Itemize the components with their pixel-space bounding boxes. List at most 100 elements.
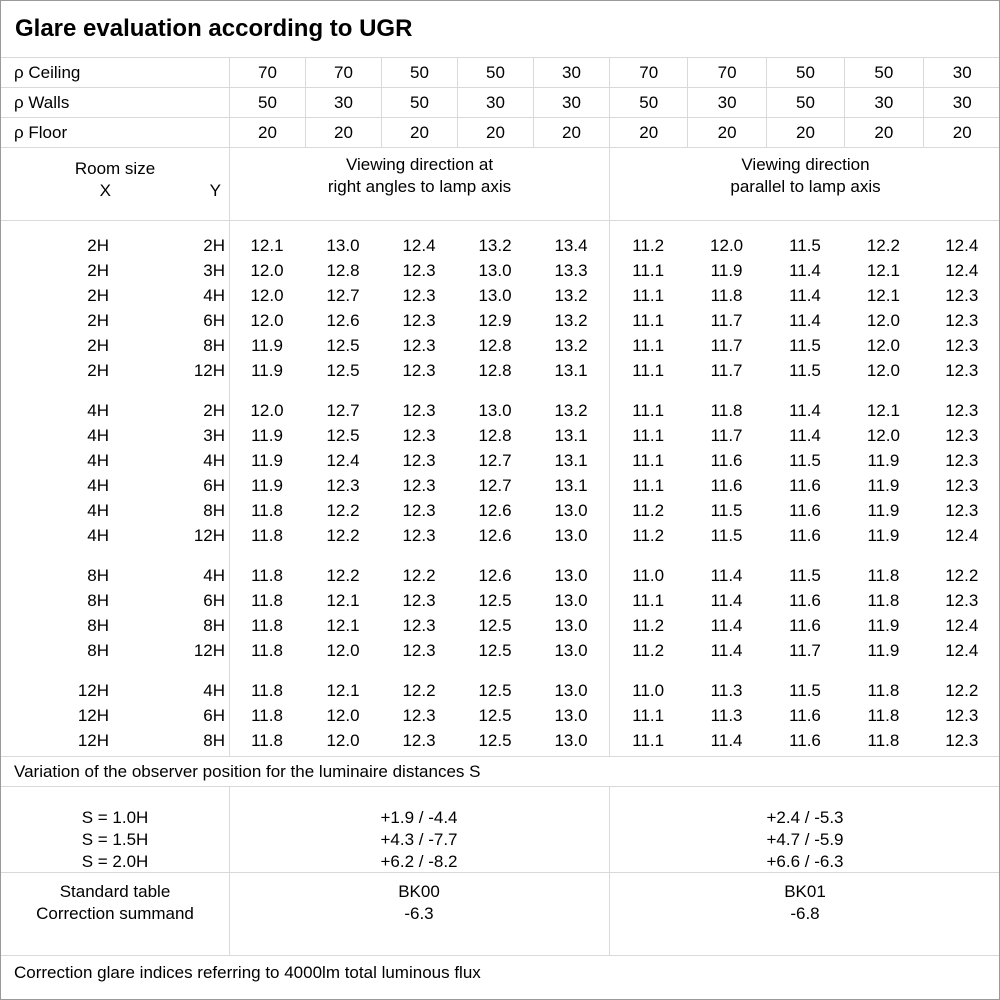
reflectance-value-cell: 70 [609,58,687,87]
ugr-value-cell-parallel: 11.9 [867,641,900,660]
ugr-value-cell-right-angle: 11.9 [251,451,283,470]
ugr-value-cell-parallel: 11.4 [789,426,821,445]
ugr-value-cell-right-angle: 11.9 [251,361,283,380]
table-row: 2H 2H 12.1 13.0 12.4 13.2 13.4 11.2 12.0 11.5 12.2… [1,233,999,258]
ugr-value-cell-parallel: 11.5 [789,336,821,355]
ugr-value-cell-parallel: 11.9 [710,261,743,280]
ugr-value-cell-right-angle: 12.0 [250,401,284,420]
ugr-value-cell-right-angle: 12.3 [402,451,436,470]
reflectance-label: ρ Floor [14,123,68,142]
ugr-value-cell-parallel: 11.1 [632,591,665,610]
ugr-value-cell-right-angle: 12.3 [402,731,436,750]
ugr-value-cell-right-angle: 12.7 [478,451,512,470]
reflectance-value-cell: 50 [381,88,457,117]
ugr-value-cell-parallel: 11.1 [632,426,665,445]
ugr-value-cell-parallel: 11.2 [632,236,665,255]
ugr-value-cell-parallel: 12.3 [945,501,979,520]
ugr-value-cell-parallel: 11.7 [710,426,743,445]
room-size-x-cell: 2H [87,261,109,280]
ugr-value-cell-right-angle: 13.0 [554,641,588,660]
parallel-group-header: Viewing direction parallel to lamp axis [609,148,999,220]
ugr-value-cell-parallel: 11.6 [789,591,821,610]
ugr-value-cell-right-angle: 12.3 [326,476,360,495]
ugr-value-cell-right-angle: 12.5 [478,616,512,635]
ugr-value-cell-parallel: 12.2 [866,236,900,255]
ugr-value-cell-right-angle: 12.6 [478,566,512,585]
reflectance-value-cell: 30 [457,88,533,117]
reflectance-label: ρ Walls [14,93,70,112]
ugr-value-cell-parallel: 11.4 [710,591,743,610]
ugr-value-cell-right-angle: 13.0 [478,286,512,305]
ugr-value-cell-parallel: 12.4 [945,616,979,635]
room-size-x-cell: 2H [87,236,109,255]
room-size-x-cell: 12H [77,681,109,700]
ugr-value-cell-right-angle: 11.8 [251,566,283,585]
variation-note: Variation of the observer position for t… [1,756,999,787]
ugr-value-cell-right-angle: 12.8 [478,361,512,380]
room-size-y-cell: 6H [203,706,225,725]
ugr-value-cell-right-angle: 13.3 [554,261,588,280]
ugr-value-cell-right-angle: 11.8 [251,616,283,635]
ugr-value-cell-right-angle: 12.1 [326,681,360,700]
ugr-value-cell-right-angle: 12.8 [478,336,512,355]
table-row: 2H 8H 11.9 12.5 12.3 12.8 13.2 11.1 11.7 11.5 12.0… [1,333,999,358]
table-row: 12H 8H 11.8 12.0 12.3 12.5 13.0 11.1 11.4 11.6 11.… [1,728,999,753]
reflectance-value-cell: 20 [457,118,533,147]
ugr-value-cell-right-angle: 12.5 [326,426,360,445]
reflectance-value-cell: 20 [922,118,999,147]
page-title: Glare evaluation according to UGR [1,1,999,58]
right-angle-group-header: Viewing direction at right angles to lam… [229,148,609,220]
ugr-value-cell-right-angle: 12.0 [326,706,360,725]
room-size-group: 12H 4H 11.8 12.1 12.2 12.5 13.0 11.0 11.3 11.5 11.… [1,678,999,753]
ugr-value-cell-parallel: 11.1 [632,336,665,355]
ugr-value-cell-parallel: 11.7 [710,336,743,355]
ugr-value-cell-right-angle: 12.4 [402,236,436,255]
ugr-value-cell-parallel: 12.3 [945,591,979,610]
ugr-value-cell-parallel: 11.2 [632,641,665,660]
ugr-value-cell-parallel: 12.3 [945,286,979,305]
ugr-value-cell-parallel: 12.0 [710,236,744,255]
parallel-header-line1: Viewing direction [741,155,870,174]
ugr-value-cell-right-angle: 12.3 [402,261,436,280]
ugr-value-cell-right-angle: 12.6 [478,526,512,545]
room-size-y-cell: 12H [193,361,225,380]
room-size-y-cell: 8H [203,336,225,355]
room-size-y-cell: 12H [193,641,225,660]
ugr-value-cell-right-angle: 13.4 [554,236,588,255]
ugr-value-cell-parallel: 11.5 [710,526,743,545]
ugr-value-cell-parallel: 12.0 [866,426,900,445]
observer-variation-row: S = 1.0H +1.9 / -4.4 +2.4 / -5.3 [1,807,999,829]
ugr-value-cell-right-angle: 11.8 [251,501,283,520]
standard-table-row-label: Standard table [59,882,171,901]
table-row: 2H 3H 12.0 12.8 12.3 13.0 13.3 11.1 11.9 11.4 12.1… [1,258,999,283]
ugr-value-cell-right-angle: 11.8 [251,681,283,700]
ugr-value-cell-right-angle: 12.5 [478,641,512,660]
room-size-x-cell: 8H [87,616,109,635]
room-size-y-cell: 8H [203,731,225,750]
correction-summand-row-parallel: -6.8 [790,904,820,923]
reflectance-label: ρ Ceiling [14,63,81,82]
room-size-y-cell: 6H [203,476,225,495]
ugr-value-cell-parallel: 11.6 [789,731,821,750]
ugr-value-cell-right-angle: 12.3 [402,336,436,355]
reflectance-value-cell: 50 [381,58,457,87]
ugr-value-cell-parallel: 11.8 [867,591,900,610]
ugr-value-cell-parallel: 11.1 [632,706,665,725]
ugr-value-cell-parallel: 11.4 [789,311,821,330]
ugr-value-cell-parallel: 11.6 [789,526,821,545]
ugr-value-cell-parallel: 11.9 [867,526,900,545]
ugr-value-cell-parallel: 12.1 [866,261,900,280]
ugr-value-cell-right-angle: 11.8 [251,731,283,750]
reflectance-value-cell: 70 [305,58,381,87]
room-size-y-cell: 3H [203,426,225,445]
ugr-value-cell-right-angle: 13.2 [554,311,588,330]
room-size-axis-labels: X Y [1,180,229,202]
ugr-value-cell-parallel: 11.8 [867,566,900,585]
ugr-value-cell-right-angle: 13.1 [554,451,588,470]
table-row: 4H 3H 11.9 12.5 12.3 12.8 13.1 11.1 11.7 11.4 12.0… [1,423,999,448]
ugr-value-cell-right-angle: 12.0 [250,261,284,280]
ugr-value-cell-right-angle: 11.8 [251,591,283,610]
ugr-value-cell-parallel: 11.1 [632,451,665,470]
room-size-x-cell: 4H [87,451,109,470]
